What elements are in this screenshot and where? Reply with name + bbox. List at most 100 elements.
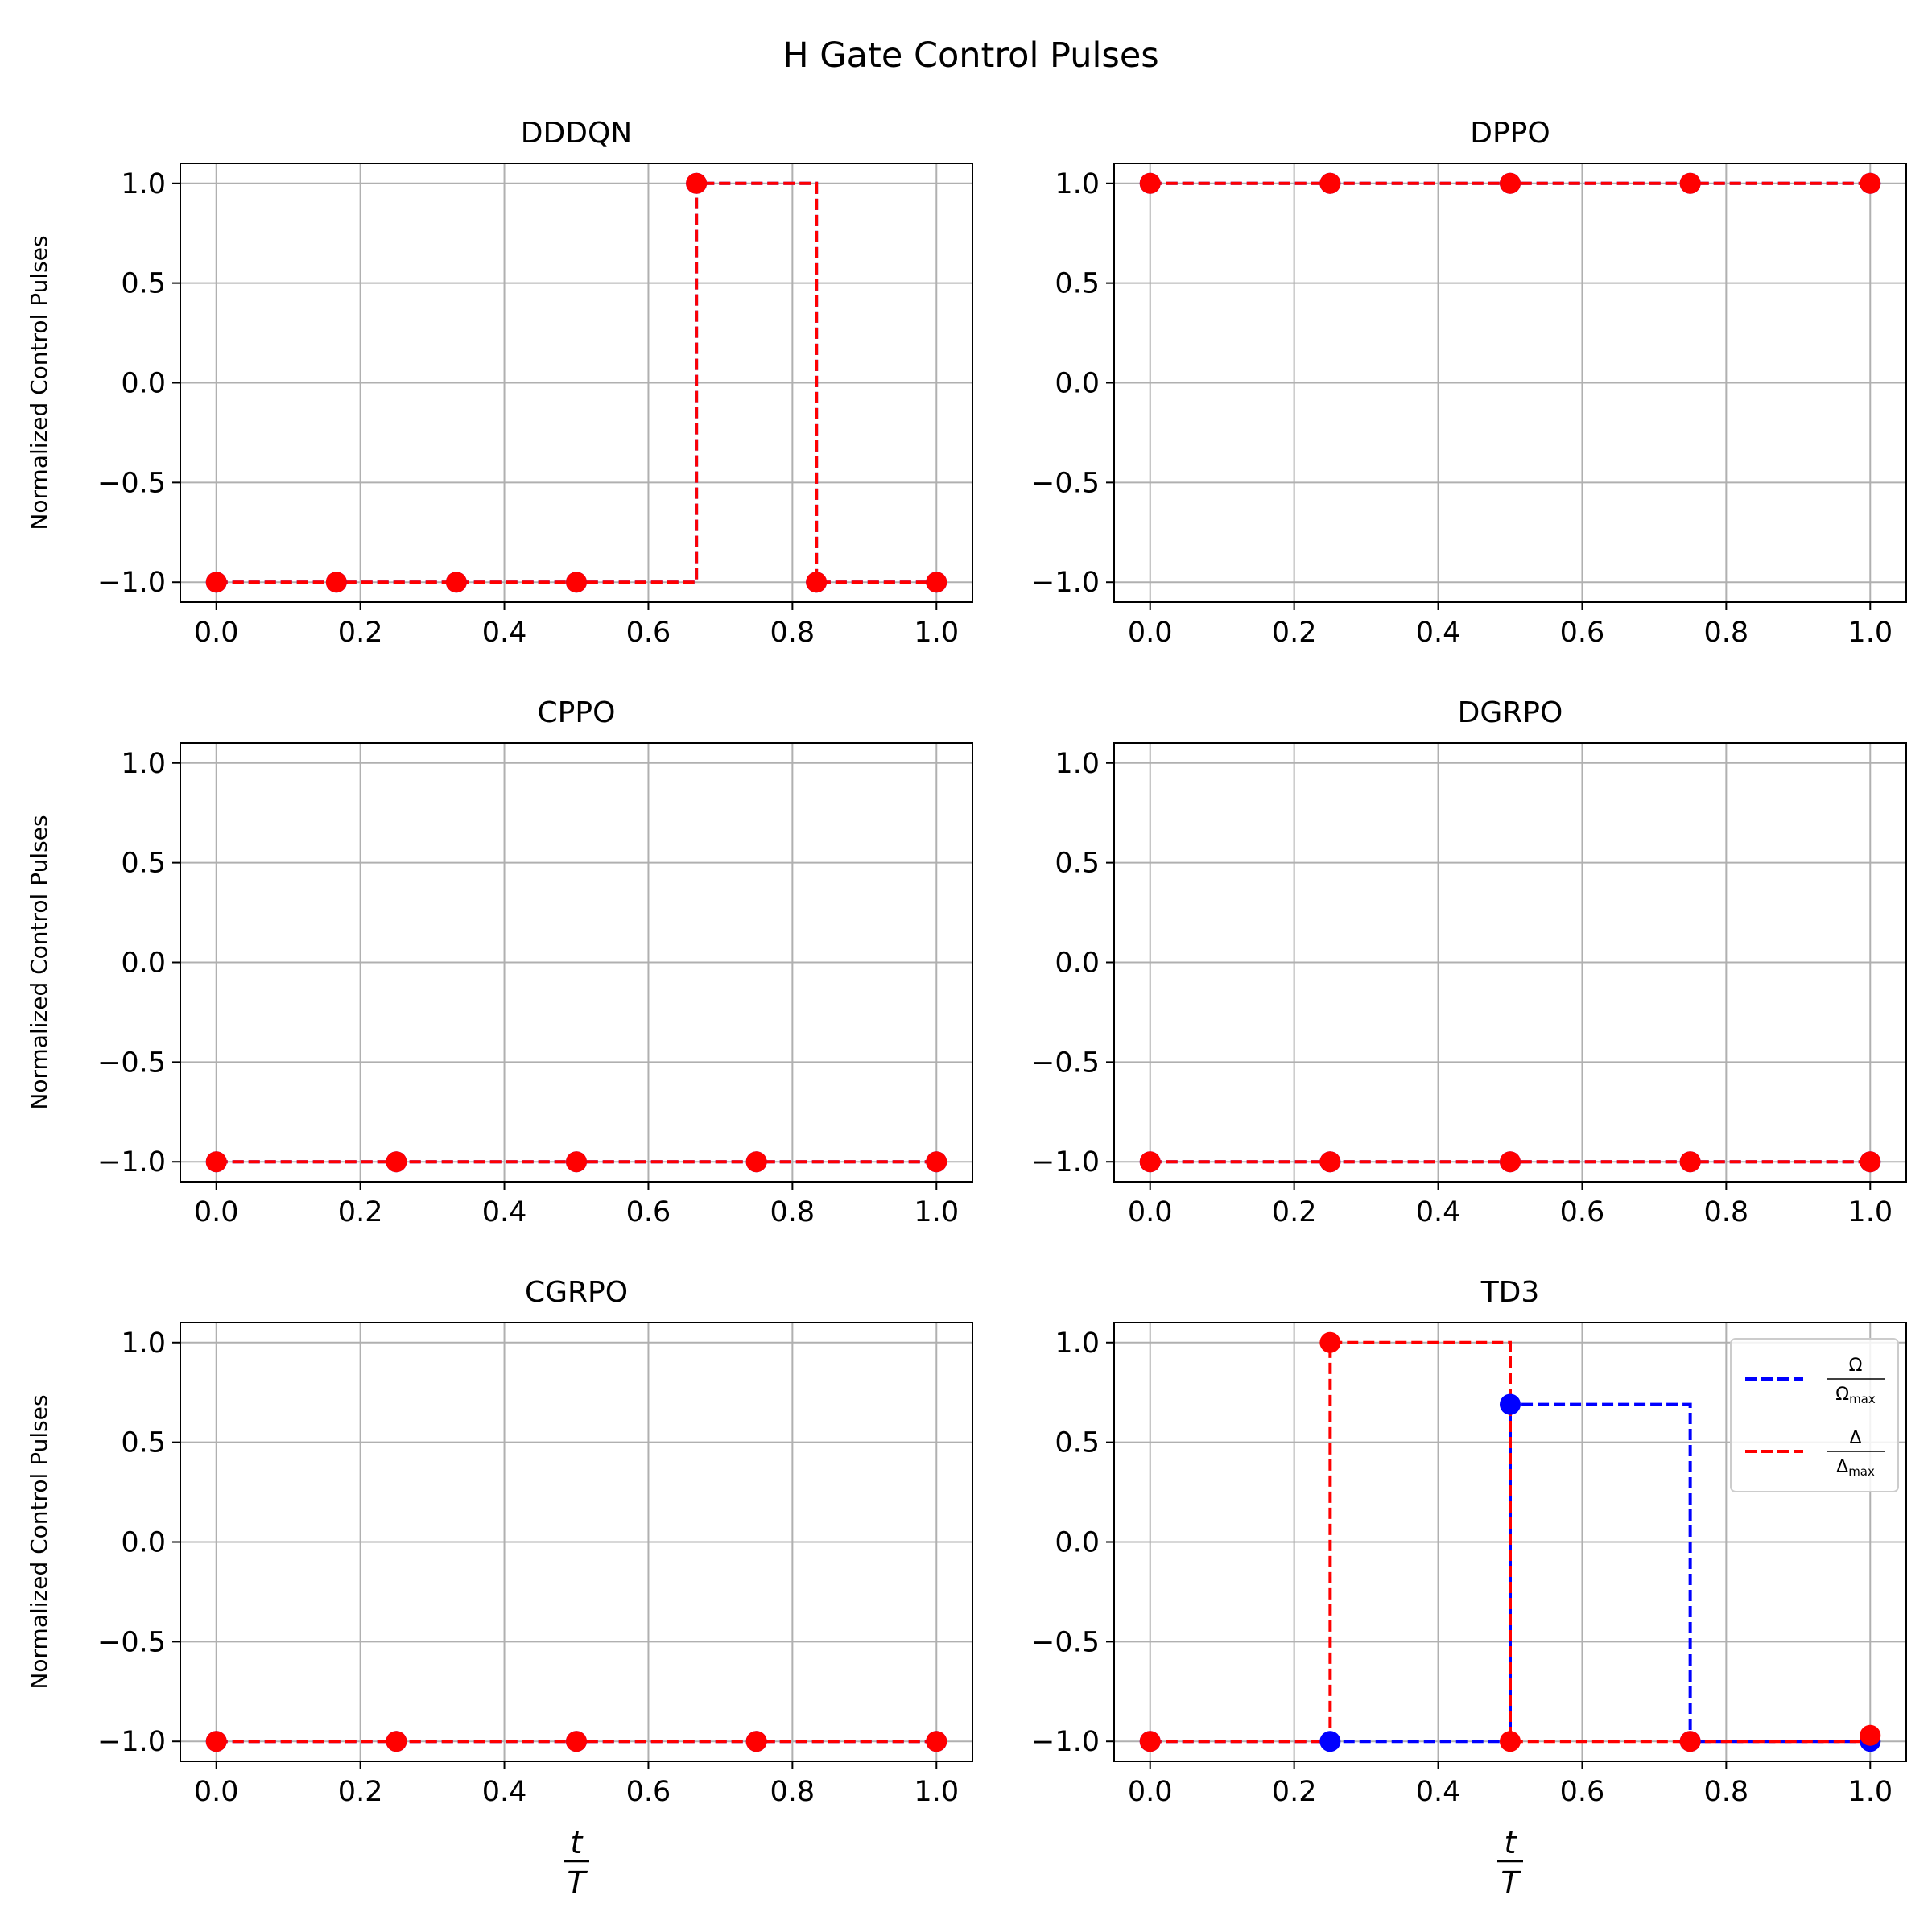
y-tick-label: −1.0 xyxy=(97,567,166,599)
data-point xyxy=(1500,172,1521,194)
data-point xyxy=(566,1151,587,1173)
y-tick-label: −1.0 xyxy=(97,1726,166,1758)
x-tick-label: 0.0 xyxy=(1128,1776,1173,1808)
x-tick-label: 0.4 xyxy=(1416,1196,1461,1228)
series-markers xyxy=(1139,1151,1881,1173)
y-tick-label: −1.0 xyxy=(97,1146,166,1179)
y-tick-label: −0.5 xyxy=(1031,1626,1100,1658)
series-line xyxy=(216,181,937,584)
y-tick-label: 1.0 xyxy=(121,1327,166,1360)
data-point xyxy=(1500,1151,1521,1173)
y-tick-label: −1.0 xyxy=(1031,567,1100,599)
subplot-cppo: 0.0 0.2 0.4 0.6 0.8 1.0 1.0 0.5 0.0 −0.5 −1.0 CPPO N… xyxy=(26,696,973,1228)
y-tick-label: 0.0 xyxy=(1055,368,1100,400)
y-tick-label: −0.5 xyxy=(97,1046,166,1079)
data-point xyxy=(1139,1151,1161,1173)
y-axis-label: Normalized Control Pulses xyxy=(26,1394,52,1689)
series-markers xyxy=(205,1731,947,1752)
x-tick-label: 0.0 xyxy=(194,617,239,649)
series-line xyxy=(1150,1340,1872,1744)
y-axis-label: Normalized Control Pulses xyxy=(26,815,52,1109)
subplot-dddqn: 0.0 0.2 0.4 0.6 0.8 1.0 1.0 0.5 0.0 −0.5 −1.0 DDDQN… xyxy=(26,117,973,649)
x-tick-label: 0.4 xyxy=(482,617,527,649)
x-tick-label: 0.6 xyxy=(1560,1776,1605,1808)
subplots: 0.0 0.2 0.4 0.6 0.8 1.0 1.0 0.5 0.0 −0.5 −1.0 DDDQN… xyxy=(26,117,1907,1901)
data-point xyxy=(205,572,227,593)
data-point xyxy=(926,572,947,593)
data-point xyxy=(1860,1724,1881,1746)
x-tick-label: 1.0 xyxy=(914,1776,959,1808)
data-point xyxy=(1679,1151,1701,1173)
subplot-title: CPPO xyxy=(538,696,616,729)
x-tick-label: 0.0 xyxy=(1128,1196,1173,1228)
subplot-dgrpo: 0.0 0.2 0.4 0.6 0.8 1.0 1.0 0.5 0.0 −0.5 −1.0 DGRPO xyxy=(1031,696,1907,1228)
data-point xyxy=(566,572,587,593)
data-point xyxy=(1500,1731,1521,1752)
y-tick-label: 0.5 xyxy=(121,268,166,300)
data-point xyxy=(205,1151,227,1173)
x-tick-label: 0.6 xyxy=(626,1776,671,1808)
subplot-title: DPPO xyxy=(1470,117,1550,150)
data-point xyxy=(745,1151,767,1173)
x-tick-label: 0.8 xyxy=(770,617,815,649)
data-point xyxy=(1860,172,1881,194)
data-point xyxy=(386,1151,407,1173)
x-tick-label: 0.2 xyxy=(338,1196,383,1228)
x-axis-label-numerator: t xyxy=(1505,1825,1518,1860)
x-tick-label: 0.0 xyxy=(194,1776,239,1808)
y-tick-label: 0.0 xyxy=(121,947,166,980)
y-tick-label: −0.5 xyxy=(97,467,166,499)
x-tick-label: 0.2 xyxy=(1272,617,1317,649)
x-tick-label: 0.8 xyxy=(770,1196,815,1228)
y-tick-label: −1.0 xyxy=(1031,1726,1100,1758)
x-tick-label: 0.4 xyxy=(482,1196,527,1228)
x-tick-label: 0.2 xyxy=(338,1776,383,1808)
y-tick-label: 0.5 xyxy=(121,1427,166,1459)
data-point xyxy=(386,1731,407,1752)
x-tick-label: 0.6 xyxy=(1560,1196,1605,1228)
subplot-title: CGRPO xyxy=(525,1276,628,1309)
y-tick-label: 0.0 xyxy=(121,1527,166,1559)
y-tick-label: −0.5 xyxy=(1031,1046,1100,1079)
subplot-title: TD3 xyxy=(1480,1276,1540,1309)
legend-label-numerator: Δ xyxy=(1849,1428,1861,1448)
y-tick-label: 1.0 xyxy=(1055,748,1100,780)
y-tick-label: −0.5 xyxy=(97,1626,166,1658)
y-tick-label: 0.0 xyxy=(121,368,166,400)
y-tick-label: 1.0 xyxy=(1055,1327,1100,1360)
x-axis-label-denominator: T xyxy=(567,1865,588,1901)
x-tick-label: 0.8 xyxy=(1704,1776,1749,1808)
data-point xyxy=(1319,1731,1341,1752)
x-tick-label: 1.0 xyxy=(1847,617,1893,649)
x-tick-label: 1.0 xyxy=(1847,1196,1893,1228)
data-point xyxy=(806,572,828,593)
data-point xyxy=(1679,1731,1701,1752)
y-tick-label: −1.0 xyxy=(1031,1146,1100,1179)
subplot-title: DDDQN xyxy=(521,117,632,150)
x-tick-label: 0.4 xyxy=(1416,617,1461,649)
y-tick-label: 1.0 xyxy=(121,748,166,780)
data-point xyxy=(1319,172,1341,194)
subplot-cgrpo: 0.0 0.2 0.4 0.6 0.8 1.0 1.0 0.5 0.0 −0.5 −1.0 CGRPO… xyxy=(26,1276,973,1901)
data-point xyxy=(1139,172,1161,194)
x-tick-label: 1.0 xyxy=(914,1196,959,1228)
data-point xyxy=(926,1731,947,1752)
x-axis-label-numerator: t xyxy=(571,1825,584,1860)
x-tick-label: 1.0 xyxy=(1847,1776,1893,1808)
x-tick-label: 0.8 xyxy=(1704,617,1749,649)
y-tick-label: 1.0 xyxy=(121,168,166,200)
data-point xyxy=(1860,1151,1881,1173)
y-tick-label: 0.5 xyxy=(1055,848,1100,880)
y-tick-label: 0.5 xyxy=(1055,1427,1100,1459)
y-tick-label: −0.5 xyxy=(1031,467,1100,499)
figure-title: H Gate Control Pulses xyxy=(782,35,1158,76)
x-tick-label: 0.2 xyxy=(1272,1776,1317,1808)
data-point xyxy=(1319,1151,1341,1173)
series-markers xyxy=(205,1151,947,1173)
y-tick-label: 1.0 xyxy=(1055,168,1100,200)
data-point xyxy=(1500,1393,1521,1415)
series-markers xyxy=(1139,1331,1881,1752)
x-tick-label: 0.4 xyxy=(1416,1776,1461,1808)
legend-label-numerator: Ω xyxy=(1849,1356,1863,1376)
